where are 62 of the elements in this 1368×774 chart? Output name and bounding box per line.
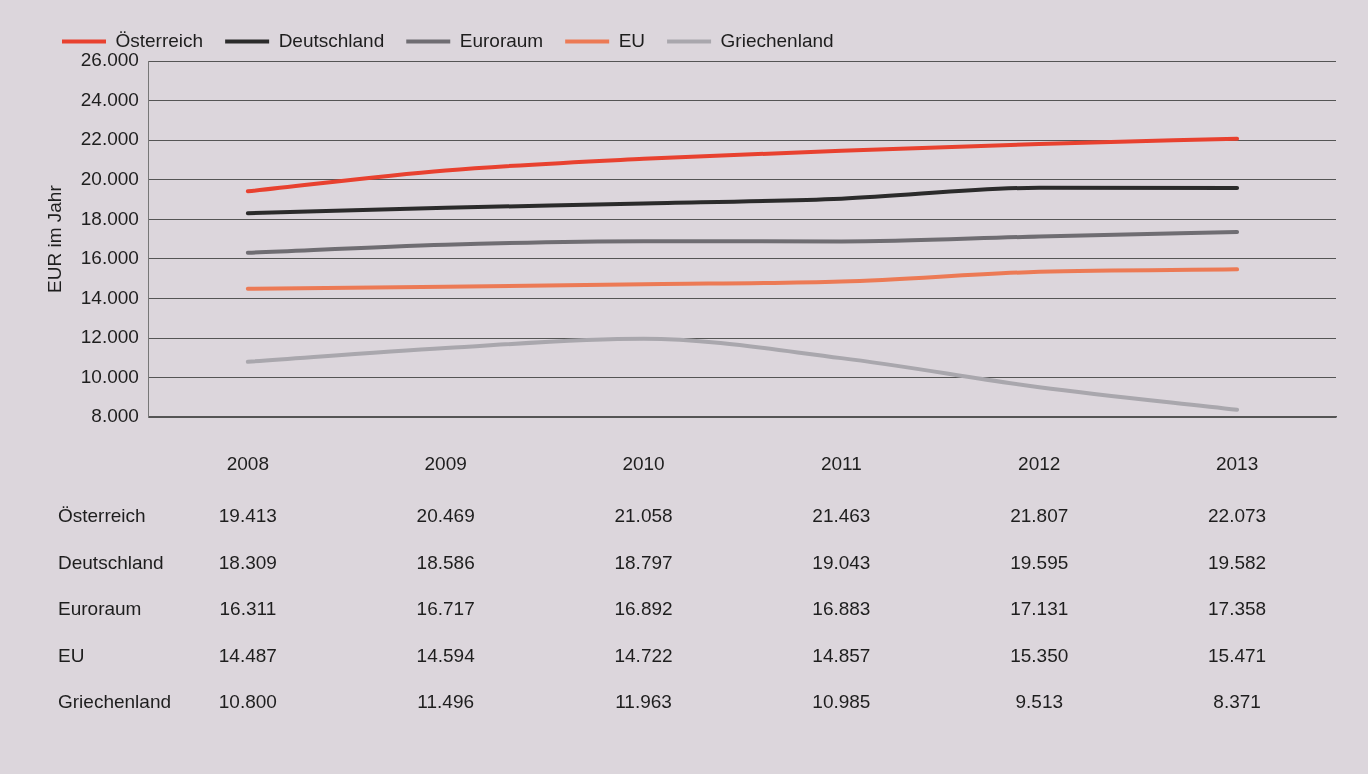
data-label: 22.073 [1208, 505, 1267, 527]
y-tick-label: 24.000 [80, 88, 139, 110]
x-tick-label: 2011 [820, 452, 862, 474]
data-label: 19.043 [812, 551, 871, 573]
data-label: 19.582 [1208, 551, 1267, 573]
legend-label: EU [618, 29, 646, 51]
data-label: 16.883 [812, 598, 871, 620]
y-tick-label: 18.000 [80, 207, 139, 229]
x-tick-label: 2010 [622, 452, 665, 474]
legend-label: Griechenland [720, 29, 834, 51]
data-label: 16.717 [416, 598, 475, 620]
data-label: 17.131 [1010, 598, 1069, 620]
data-label: 15.471 [1208, 644, 1267, 666]
data-label: 14.594 [416, 644, 476, 666]
data-label: 18.586 [416, 551, 475, 573]
data-label: 11.963 [615, 691, 672, 713]
legend-label: Österreich [115, 29, 204, 51]
data-label: 19.413 [218, 505, 277, 527]
data-label: 16.311 [219, 598, 277, 620]
data-label: 15.350 [1010, 644, 1069, 666]
x-tick-label: 2009 [424, 452, 467, 474]
x-tick-label: 2008 [226, 452, 269, 474]
line-series [245, 267, 1240, 291]
line-series [245, 185, 1240, 216]
x-tick-label: 2013 [1215, 452, 1259, 474]
data-label: 10.985 [812, 691, 871, 713]
text: Deutschland [58, 551, 164, 573]
data-label: 21.807 [1010, 505, 1069, 527]
text: EU [58, 644, 85, 666]
line-series [245, 136, 1240, 194]
text: Euroraum [58, 598, 142, 620]
data-label: 20.469 [416, 505, 475, 527]
data-label: 17.358 [1208, 598, 1267, 620]
y-tick-label: 22.000 [80, 128, 139, 150]
y-tick-label: 16.000 [80, 247, 139, 269]
legend-label: Euroraum [459, 29, 544, 51]
data-label: 10.800 [218, 691, 277, 713]
y-tick-label: 10.000 [80, 365, 139, 387]
y-tick-label: 26.000 [80, 49, 139, 71]
data-label: 14.722 [614, 644, 673, 666]
data-label: 18.309 [218, 551, 277, 573]
data-label: 21.463 [812, 505, 871, 527]
x-tick-label: 2012 [1018, 452, 1061, 474]
y-tick-label: 8.000 [91, 405, 139, 427]
data-label: 9.513 [1015, 691, 1063, 713]
y-tick-label: 14.000 [80, 286, 139, 308]
legend-label: Deutschland [278, 29, 385, 51]
y-axis-title: EUR im Jahr [43, 184, 65, 293]
data-label: 16.892 [614, 598, 673, 620]
text: Griechenland [58, 691, 172, 713]
y-tick-label: 20.000 [80, 167, 139, 189]
data-label: 19.595 [1010, 551, 1069, 573]
data-label: 14.487 [218, 644, 277, 666]
y-tick-label: 12.000 [80, 326, 139, 348]
data-label: 11.496 [417, 691, 475, 713]
text: Österreich [58, 505, 146, 527]
data-label: 14.857 [812, 644, 871, 666]
line-series [245, 336, 1240, 412]
data-label: 8.371 [1213, 691, 1261, 713]
data-label: 21.058 [614, 505, 673, 527]
data-label: 18.797 [614, 551, 673, 573]
line-series [245, 230, 1240, 255]
